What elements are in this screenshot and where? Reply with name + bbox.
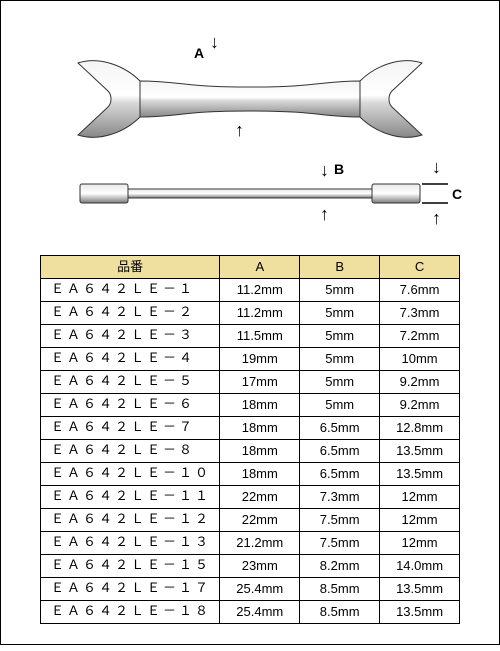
cell-b: 8.5mm — [300, 601, 380, 624]
cell-part: ＥＡ６４２ＬＥ－１０ — [41, 463, 220, 486]
arrow-c-up: ↑ — [432, 209, 441, 227]
cell-part: ＥＡ６４２ＬＥ－６ — [41, 394, 220, 417]
cell-a: 19mm — [220, 348, 300, 371]
cell-part: ＥＡ６４２ＬＥ－１ — [41, 279, 220, 302]
cell-part: ＥＡ６４２ＬＥ－８ — [41, 440, 220, 463]
cell-part: ＥＡ６４２ＬＥ－５ — [41, 371, 220, 394]
table-row: ＥＡ６４２ＬＥ－１５23mm8.2mm14.0mm — [41, 555, 460, 578]
cell-a: 22mm — [220, 509, 300, 532]
cell-b: 5mm — [300, 302, 380, 325]
arrow-b-down: ↓ — [320, 161, 329, 179]
cell-part: ＥＡ６４２ＬＥ－１１ — [41, 486, 220, 509]
table-row: ＥＡ６４２ＬＥ－１１22mm7.3mm12mm — [41, 486, 460, 509]
spec-table: 品番 A B C ＥＡ６４２ＬＥ－１11.2mm5mm7.6mmＥＡ６４２ＬＥ－… — [40, 255, 460, 624]
cell-c: 13.5mm — [380, 578, 460, 601]
table-header-row: 品番 A B C — [41, 256, 460, 279]
table-row: ＥＡ６４２ＬＥ－１８25.4mm8.5mm13.5mm — [41, 601, 460, 624]
header-b: B — [300, 256, 380, 279]
cell-b: 5mm — [300, 325, 380, 348]
cell-b: 5mm — [300, 394, 380, 417]
cell-part: ＥＡ６４２ＬＥ－１２ — [41, 509, 220, 532]
page-frame: ↓ A ↑ ↓ B ↑ ↓ C ↑ 品番 A B C ＥＡ６４２ＬＥ－１11.2… — [0, 0, 500, 645]
cell-a: 11.2mm — [220, 279, 300, 302]
cell-part: ＥＡ６４２ＬＥ－４ — [41, 348, 220, 371]
table-row: ＥＡ６４２ＬＥ－３11.5mm5mm7.2mm — [41, 325, 460, 348]
cell-a: 18mm — [220, 417, 300, 440]
cell-b: 8.5mm — [300, 578, 380, 601]
cell-b: 7.5mm — [300, 532, 380, 555]
cell-b: 6.5mm — [300, 463, 380, 486]
cell-b: 5mm — [300, 279, 380, 302]
cell-b: 7.3mm — [300, 486, 380, 509]
header-c: C — [380, 256, 460, 279]
cell-c: 9.2mm — [380, 371, 460, 394]
cell-a: 22mm — [220, 486, 300, 509]
cell-part: ＥＡ６４２ＬＥ－７ — [41, 417, 220, 440]
cell-c: 12.8mm — [380, 417, 460, 440]
label-a: A — [194, 45, 204, 61]
arrow-a-down: ↓ — [210, 33, 219, 51]
cell-part: ＥＡ６４２ＬＥ－３ — [41, 325, 220, 348]
cell-a: 21.2mm — [220, 532, 300, 555]
label-c: C — [452, 186, 462, 202]
cell-c: 13.5mm — [380, 440, 460, 463]
cell-c: 12mm — [380, 486, 460, 509]
cell-c: 10mm — [380, 348, 460, 371]
header-part: 品番 — [41, 256, 220, 279]
cell-c: 7.2mm — [380, 325, 460, 348]
cell-c: 7.6mm — [380, 279, 460, 302]
cell-part: ＥＡ６４２ＬＥ－１５ — [41, 555, 220, 578]
cell-b: 6.5mm — [300, 417, 380, 440]
cell-b: 7.5mm — [300, 509, 380, 532]
cell-a: 17mm — [220, 371, 300, 394]
arrow-b-up: ↑ — [320, 205, 329, 223]
table-row: ＥＡ６４２ＬＥ－２11.2mm5mm7.3mm — [41, 302, 460, 325]
table-row: ＥＡ６４２ＬＥ－１３21.2mm7.5mm12mm — [41, 532, 460, 555]
table-row: ＥＡ６４２ＬＥ－４19mm5mm10mm — [41, 348, 460, 371]
table-row: ＥＡ６４２ＬＥ－１７25.4mm8.5mm13.5mm — [41, 578, 460, 601]
cell-c: 7.3mm — [380, 302, 460, 325]
cell-c: 9.2mm — [380, 394, 460, 417]
cell-a: 23mm — [220, 555, 300, 578]
cell-a: 18mm — [220, 394, 300, 417]
cell-a: 25.4mm — [220, 578, 300, 601]
cell-c: 14.0mm — [380, 555, 460, 578]
cell-part: ＥＡ６４２ＬＥ－１３ — [41, 532, 220, 555]
table-row: ＥＡ６４２ＬＥ－８18mm6.5mm13.5mm — [41, 440, 460, 463]
cell-a: 25.4mm — [220, 601, 300, 624]
cell-b: 6.5mm — [300, 440, 380, 463]
cell-b: 5mm — [300, 348, 380, 371]
wrench-svg — [30, 11, 470, 241]
cell-b: 5mm — [300, 371, 380, 394]
header-a: A — [220, 256, 300, 279]
arrow-a-up: ↑ — [235, 121, 244, 139]
table-row: ＥＡ６４２ＬＥ－１２22mm7.5mm12mm — [41, 509, 460, 532]
table-row: ＥＡ６４２ＬＥ－１11.2mm5mm7.6mm — [41, 279, 460, 302]
cell-a: 18mm — [220, 463, 300, 486]
cell-a: 18mm — [220, 440, 300, 463]
wrench-diagram: ↓ A ↑ ↓ B ↑ ↓ C ↑ — [30, 11, 470, 241]
table-row: ＥＡ６４２ＬＥ－７18mm6.5mm12.8mm — [41, 417, 460, 440]
cell-b: 8.2mm — [300, 555, 380, 578]
cell-part: ＥＡ６４２ＬＥ－１８ — [41, 601, 220, 624]
cell-c: 13.5mm — [380, 601, 460, 624]
cell-part: ＥＡ６４２ＬＥ－２ — [41, 302, 220, 325]
label-b: B — [334, 161, 344, 177]
cell-part: ＥＡ６４２ＬＥ－１７ — [41, 578, 220, 601]
table-row: ＥＡ６４２ＬＥ－１０18mm6.5mm13.5mm — [41, 463, 460, 486]
cell-c: 12mm — [380, 532, 460, 555]
table-row: ＥＡ６４２ＬＥ－６18mm5mm9.2mm — [41, 394, 460, 417]
cell-c: 12mm — [380, 509, 460, 532]
cell-a: 11.2mm — [220, 302, 300, 325]
arrow-c-down: ↓ — [432, 158, 441, 176]
cell-c: 13.5mm — [380, 463, 460, 486]
table-row: ＥＡ６４２ＬＥ－５17mm5mm9.2mm — [41, 371, 460, 394]
cell-a: 11.5mm — [220, 325, 300, 348]
